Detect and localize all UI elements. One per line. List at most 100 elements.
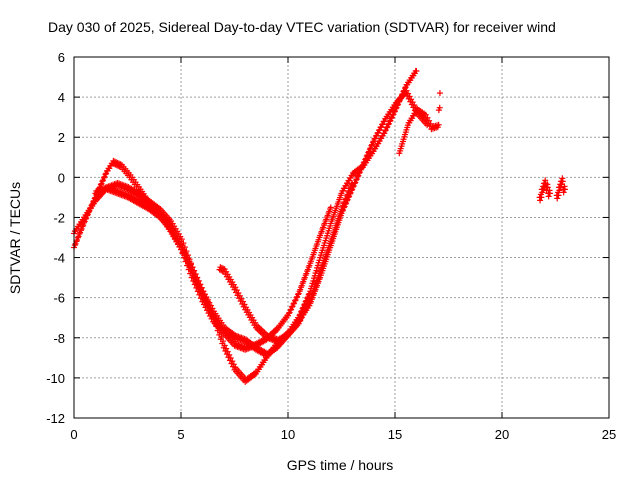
y-tick-label: 2 bbox=[58, 130, 65, 145]
data-point bbox=[223, 345, 230, 352]
data-point bbox=[346, 185, 353, 192]
y-tick-label: -4 bbox=[53, 251, 65, 266]
data-point bbox=[197, 281, 204, 288]
data-point bbox=[302, 305, 309, 312]
data-point bbox=[218, 333, 225, 340]
data-point bbox=[538, 194, 545, 201]
data-point bbox=[195, 277, 202, 284]
data-point bbox=[102, 171, 109, 178]
data-point bbox=[386, 118, 393, 125]
data-point bbox=[342, 196, 349, 203]
data-point bbox=[422, 111, 429, 118]
data-point bbox=[189, 272, 196, 279]
x-tick-label: 5 bbox=[177, 427, 184, 442]
data-point bbox=[555, 192, 562, 199]
y-tick-label: -6 bbox=[53, 291, 65, 306]
x-tick-label: 10 bbox=[281, 427, 295, 442]
data-point bbox=[188, 268, 195, 275]
y-tick-label: 4 bbox=[58, 90, 65, 105]
data-point bbox=[359, 163, 366, 170]
data-point bbox=[436, 90, 443, 97]
data-point bbox=[181, 252, 188, 259]
data-point bbox=[546, 190, 553, 197]
data-point bbox=[220, 338, 227, 345]
data-point bbox=[191, 275, 198, 282]
data-point bbox=[180, 240, 187, 247]
data-point bbox=[356, 170, 363, 177]
data-point bbox=[290, 300, 297, 307]
data-point bbox=[424, 114, 431, 121]
data-point bbox=[77, 227, 84, 234]
data-point bbox=[74, 234, 81, 241]
y-axis-label: SDTVAR / TECUs bbox=[7, 182, 23, 294]
data-point bbox=[197, 289, 204, 296]
data-point bbox=[295, 291, 302, 298]
data-point bbox=[186, 264, 193, 271]
data-point bbox=[288, 304, 295, 311]
data-point bbox=[357, 166, 364, 173]
data-point bbox=[298, 315, 305, 322]
data-points bbox=[71, 67, 568, 385]
data-point bbox=[363, 153, 370, 160]
data-point bbox=[229, 358, 236, 365]
data-point bbox=[180, 248, 187, 255]
tick-labels: 0 5 10 15 20 25 -12 -10 -8 -6 -4 -2 0 2 4 6 bbox=[46, 50, 616, 442]
data-point bbox=[293, 294, 300, 301]
x-tick-label: 0 bbox=[70, 427, 77, 442]
x-tick-label: 25 bbox=[602, 427, 616, 442]
data-point bbox=[192, 271, 199, 278]
data-point bbox=[354, 173, 361, 180]
data-point bbox=[192, 279, 199, 286]
data-point bbox=[305, 299, 312, 306]
data-point bbox=[178, 244, 185, 251]
data-point bbox=[427, 120, 434, 127]
data-point bbox=[183, 256, 190, 263]
data-point bbox=[360, 159, 367, 166]
data-point bbox=[559, 178, 566, 185]
data-point bbox=[195, 285, 202, 292]
data-point bbox=[339, 204, 346, 211]
data-point bbox=[76, 230, 83, 237]
plot-frame bbox=[73, 56, 610, 419]
data-point bbox=[369, 139, 376, 146]
data-point bbox=[304, 295, 311, 302]
data-point bbox=[327, 204, 334, 211]
data-point bbox=[313, 267, 320, 274]
data-point bbox=[198, 292, 205, 299]
data-point bbox=[285, 310, 292, 317]
y-tick-label: -2 bbox=[53, 210, 65, 225]
y-tick-label: 6 bbox=[58, 50, 65, 65]
data-point bbox=[310, 277, 317, 284]
x-tick-label: 15 bbox=[388, 427, 402, 442]
data-point bbox=[561, 186, 568, 193]
data-point bbox=[353, 177, 360, 184]
data-point bbox=[426, 117, 433, 124]
data-point bbox=[362, 156, 369, 163]
data-point bbox=[436, 104, 443, 111]
data-point bbox=[348, 181, 355, 188]
data-point bbox=[544, 184, 551, 191]
data-point bbox=[435, 121, 442, 128]
data-point bbox=[226, 351, 233, 358]
axis-ticks bbox=[73, 56, 610, 419]
data-point bbox=[287, 307, 294, 314]
data-point bbox=[413, 68, 420, 75]
data-point bbox=[198, 284, 205, 291]
data-point bbox=[365, 149, 372, 156]
chart-title: Day 030 of 2025, Sidereal Day-to-day VTE… bbox=[48, 19, 556, 35]
data-point bbox=[388, 115, 395, 122]
y-tick-label: -8 bbox=[53, 331, 65, 346]
data-point bbox=[382, 127, 389, 134]
data-point bbox=[230, 361, 237, 368]
data-point bbox=[345, 189, 352, 196]
data-point bbox=[100, 174, 107, 181]
data-point bbox=[304, 302, 311, 309]
data-point bbox=[349, 180, 356, 187]
data-point bbox=[343, 192, 350, 199]
data-point bbox=[194, 274, 201, 281]
data-point bbox=[71, 242, 78, 249]
data-point bbox=[99, 178, 106, 185]
y-tick-label: -10 bbox=[46, 371, 65, 386]
data-point bbox=[296, 318, 303, 325]
data-point bbox=[385, 121, 392, 128]
